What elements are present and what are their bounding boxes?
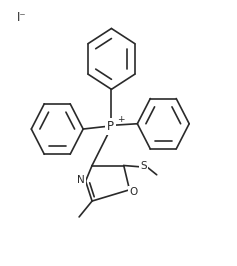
Text: +: + (117, 115, 124, 124)
Text: O: O (130, 188, 138, 197)
Text: S: S (141, 160, 147, 171)
Text: N: N (77, 175, 84, 185)
Text: I⁻: I⁻ (17, 11, 27, 24)
Text: P: P (107, 120, 114, 133)
